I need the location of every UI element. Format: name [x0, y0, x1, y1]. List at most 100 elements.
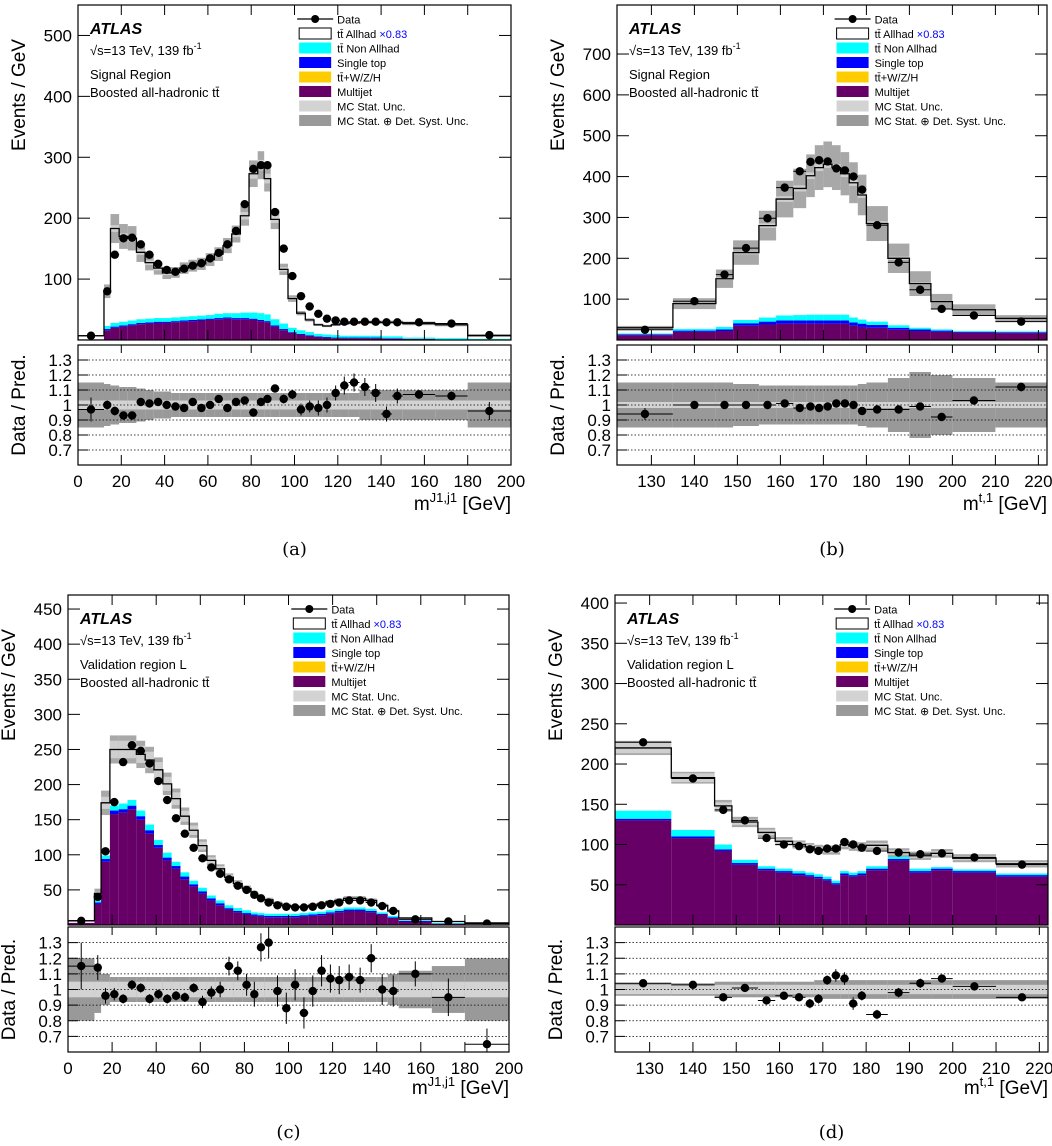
ratio-point [969, 396, 979, 405]
stack-bar-multijet [317, 915, 326, 925]
stack-bar-multijet [857, 875, 867, 925]
x-axis-title-sup: t,1 [980, 1074, 994, 1089]
stack-bar-nonallhad [814, 314, 824, 321]
y-tick-label: 350 [581, 634, 609, 653]
stack-bar-singletop [805, 875, 815, 877]
stack-bar-nonallhad [776, 315, 794, 321]
stack-bar-multijet [264, 322, 271, 340]
y-axis-title: Events / GeV [546, 629, 567, 741]
x-tick-label: 140 [367, 472, 395, 491]
energy-label: √s=13 TeV, 139 fb-1 [629, 41, 741, 58]
data-point [77, 916, 86, 925]
stack-bar-singletop [288, 332, 297, 333]
stack-bar-singletop [334, 910, 344, 913]
stack-bar-singletop [617, 334, 673, 336]
stack-bar-singletop [714, 849, 732, 851]
energy-label: √s=13 TeV, 139 fb-1 [90, 41, 202, 58]
data-point [411, 915, 420, 924]
ratio-stat-band [365, 981, 377, 998]
region-label: Validation region L [80, 657, 187, 672]
x-tick-label: 130 [635, 1059, 663, 1078]
stack-bar-multijet [848, 876, 858, 925]
stack-bar-nonallhad [162, 318, 172, 322]
stack-bar-nonallhad [179, 316, 189, 321]
x-tick-label: 190 [895, 472, 923, 491]
stack-bar-multijet [387, 917, 399, 925]
data-point [207, 863, 216, 872]
stack-bar-singletop [952, 871, 997, 873]
data-point [273, 901, 282, 910]
ratio-point [180, 993, 190, 1002]
ratio-point [848, 999, 858, 1008]
data-point [779, 840, 789, 849]
total-prediction-line [617, 163, 1047, 340]
stack-bar-multijet [257, 916, 265, 925]
stack-bar-multijet [296, 334, 306, 340]
legend-scale: ×0.83 [376, 29, 407, 41]
stack-bar-singletop [153, 321, 163, 323]
plot-frame [616, 4, 1048, 341]
ratio-stat-band [233, 981, 243, 998]
ratio-point [197, 403, 206, 413]
stack-bar-singletop [354, 909, 366, 911]
stack-bar-singletop [249, 318, 258, 320]
x-tick-label: 150 [723, 472, 751, 491]
stack-bar-nonallhad [814, 874, 823, 877]
y-axis-title: Events / GeV [9, 39, 30, 151]
legend-swatch-nonallhad [836, 42, 869, 54]
ratio-point [273, 986, 282, 996]
stack-bar-multijet [153, 322, 163, 340]
data-point [171, 814, 181, 823]
x-tick-label: 120 [324, 472, 352, 491]
ratio-plot-area [68, 927, 509, 1052]
stack-bar-singletop [849, 322, 858, 326]
stack-bar-singletop [205, 318, 215, 320]
data-point [344, 896, 354, 905]
stack-bar-nonallhad [325, 910, 335, 913]
ratio-point [720, 400, 729, 410]
data-point [832, 164, 841, 173]
stack-bar-multijet [231, 319, 241, 340]
stack-bar-singletop [188, 319, 198, 322]
data-point [136, 746, 145, 756]
x-tick-label: 170 [809, 1059, 837, 1078]
stack-bar-multijet [792, 875, 806, 925]
chart-panel-d: 50 100 150 200 250 300 350 400 ATLAS √s=13 TeV, 1… [546, 594, 1052, 1143]
data-point [805, 845, 815, 854]
ratio-point [371, 388, 380, 398]
stack-bar-nonallhad [288, 327, 297, 333]
x-tick-label: 220 [1024, 472, 1052, 491]
y-tick-label: 100 [44, 270, 72, 289]
y-tick-label: 300 [581, 675, 609, 694]
x-axis-title-unit: [GeV] [457, 494, 511, 515]
ratio-point [795, 403, 804, 413]
data-point [322, 314, 332, 323]
stack-bar-singletop [109, 810, 119, 815]
stack-bar-multijet [305, 335, 314, 340]
stack-bar-nonallhad [849, 317, 858, 323]
ratio-point [937, 412, 946, 422]
data-point [263, 160, 272, 170]
stack-bar-singletop [145, 830, 154, 834]
ratio-point [299, 1008, 309, 1018]
stack-bar-nonallhad [281, 913, 291, 916]
y-tick-label: 200 [583, 249, 611, 268]
stack-bar-singletop [214, 318, 224, 320]
legend-swatch-multijet [836, 676, 869, 687]
ratio-point [77, 961, 86, 971]
ratio-point [296, 405, 306, 414]
stack-bar-singletop [136, 816, 146, 820]
stack-bar-multijet [775, 872, 793, 925]
x-tick-label: 210 [981, 472, 1009, 491]
stack-bar-singletop [365, 910, 377, 913]
legend-label-singletop: Single top [875, 58, 924, 70]
ratio-y-tick-label: 1 [63, 396, 72, 415]
ratio-point [840, 399, 850, 408]
stack-bar-singletop [387, 917, 399, 918]
data-point [720, 270, 729, 279]
ratio-point [857, 991, 867, 1000]
legend-swatch-mcsyst [836, 705, 869, 716]
stack-bar-nonallhad [145, 824, 154, 831]
ratio-point [290, 980, 300, 990]
stack-bar-nonallhad [305, 332, 314, 336]
